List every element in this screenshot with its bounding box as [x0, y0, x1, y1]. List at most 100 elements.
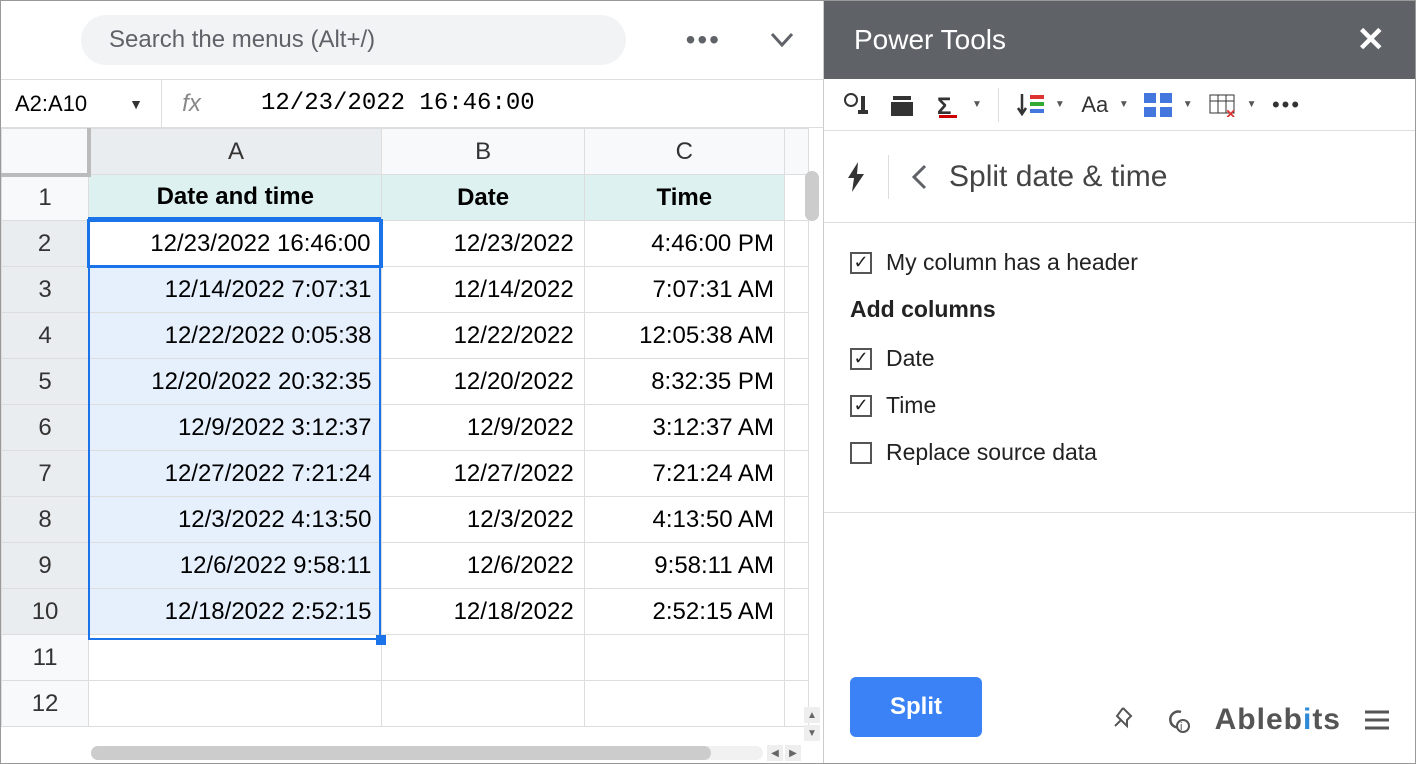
cell[interactable] — [784, 635, 808, 681]
clear-tool-icon[interactable]: × — [1203, 86, 1243, 124]
header-checkbox-row[interactable]: My column has a header — [850, 249, 1389, 276]
cell[interactable]: 12/27/2022 — [382, 451, 584, 497]
cell[interactable] — [784, 543, 808, 589]
cell[interactable] — [784, 405, 808, 451]
cell[interactable]: 2:52:15 AM — [584, 589, 784, 635]
col-header-d[interactable] — [784, 129, 808, 175]
pin-icon[interactable] — [1113, 706, 1137, 734]
cell[interactable]: 4:13:50 AM — [584, 497, 784, 543]
caret-down-icon[interactable]: ▼ — [1119, 99, 1129, 110]
vertical-scrollbar-thumb[interactable] — [805, 171, 819, 221]
col-header-c[interactable]: C — [584, 129, 784, 175]
cell[interactable] — [784, 451, 808, 497]
row-header[interactable]: 6 — [2, 405, 89, 451]
checkbox-icon[interactable] — [850, 395, 872, 417]
row-header[interactable]: 2 — [2, 221, 89, 267]
cell[interactable]: 12/27/2022 7:21:24 — [89, 451, 382, 497]
cell[interactable] — [784, 221, 808, 267]
menu-search-input[interactable]: Search the menus (Alt+/) — [81, 15, 626, 65]
cell[interactable] — [89, 681, 382, 727]
cell[interactable]: Time — [584, 175, 784, 221]
cell[interactable] — [382, 681, 584, 727]
spreadsheet-grid[interactable]: A B C 1 Date and time Date Time 212/23/2… — [1, 128, 809, 727]
more-icon[interactable]: ••• — [686, 24, 721, 56]
text-tool-icon[interactable]: Aa — [1075, 86, 1115, 124]
scroll-left-icon[interactable]: ◀ — [767, 745, 783, 761]
close-icon[interactable]: ✕ — [1357, 20, 1386, 60]
select-all-corner[interactable] — [2, 129, 89, 175]
caret-down-icon[interactable]: ▼ — [1247, 99, 1257, 110]
sort-tool-icon[interactable] — [1011, 86, 1051, 124]
cell[interactable]: 12/9/2022 — [382, 405, 584, 451]
col-header-b[interactable]: B — [382, 129, 584, 175]
split-button[interactable]: Split — [850, 677, 982, 737]
row-header[interactable]: 3 — [2, 267, 89, 313]
bolt-icon[interactable] — [846, 162, 866, 192]
col-header-a[interactable]: A — [89, 129, 382, 175]
row-header[interactable]: 8 — [2, 497, 89, 543]
name-box[interactable]: A2:A10 ▼ — [1, 80, 161, 127]
dedupe-tool-icon[interactable] — [836, 86, 876, 124]
cell[interactable] — [784, 267, 808, 313]
replace-checkbox-row[interactable]: Replace source data — [850, 439, 1389, 466]
merge-tool-icon[interactable] — [882, 86, 922, 124]
cell[interactable]: 12/6/2022 9:58:11 — [89, 543, 382, 589]
cell[interactable] — [784, 589, 808, 635]
horizontal-scrollbar-thumb[interactable] — [91, 746, 711, 760]
cell[interactable]: Date and time — [89, 175, 382, 221]
cell[interactable]: 12/9/2022 3:12:37 — [89, 405, 382, 451]
checkbox-icon[interactable] — [850, 442, 872, 464]
cell[interactable]: 4:46:00 PM — [584, 221, 784, 267]
cell[interactable] — [382, 635, 584, 681]
cell[interactable]: 12/23/2022 16:46:00 — [89, 221, 382, 267]
help-icon[interactable]: i — [1161, 706, 1191, 734]
cell[interactable] — [89, 635, 382, 681]
cell[interactable]: 12/22/2022 — [382, 313, 584, 359]
more-tools-icon[interactable]: ••• — [1267, 86, 1307, 124]
row-header[interactable]: 11 — [2, 635, 89, 681]
caret-down-icon[interactable]: ▼ — [972, 99, 982, 110]
scroll-up-icon[interactable]: ▲ — [804, 707, 820, 723]
cell[interactable]: 7:21:24 AM — [584, 451, 784, 497]
cell[interactable]: 7:07:31 AM — [584, 267, 784, 313]
split-tool-icon[interactable] — [1139, 86, 1179, 124]
caret-down-icon[interactable]: ▼ — [1183, 99, 1193, 110]
checkbox-icon[interactable] — [850, 252, 872, 274]
name-box-dropdown-icon[interactable]: ▼ — [129, 96, 143, 112]
cell[interactable]: 12/3/2022 — [382, 497, 584, 543]
cell[interactable]: 8:32:35 PM — [584, 359, 784, 405]
back-arrow-icon[interactable] — [911, 164, 927, 190]
brand-logo[interactable]: Ablebits — [1215, 703, 1341, 737]
row-header[interactable]: 1 — [2, 175, 89, 221]
cell[interactable]: 3:12:37 AM — [584, 405, 784, 451]
cell[interactable]: 12/3/2022 4:13:50 — [89, 497, 382, 543]
cell[interactable] — [584, 681, 784, 727]
cell[interactable]: 12:05:38 AM — [584, 313, 784, 359]
cell[interactable]: 12/14/2022 7:07:31 — [89, 267, 382, 313]
scroll-right-icon[interactable]: ▶ — [785, 745, 801, 761]
row-header[interactable]: 7 — [2, 451, 89, 497]
checkbox-icon[interactable] — [850, 348, 872, 370]
scroll-down-icon[interactable]: ▼ — [804, 725, 820, 741]
caret-down-icon[interactable]: ▼ — [1055, 99, 1065, 110]
cell[interactable] — [784, 497, 808, 543]
cell[interactable]: 12/18/2022 — [382, 589, 584, 635]
formula-input[interactable]: 12/23/2022 16:46:00 — [221, 90, 823, 117]
cell[interactable]: 12/23/2022 — [382, 221, 584, 267]
cell[interactable]: 12/20/2022 — [382, 359, 584, 405]
row-header[interactable]: 5 — [2, 359, 89, 405]
cell[interactable]: 9:58:11 AM — [584, 543, 784, 589]
horizontal-scrollbar-track[interactable] — [91, 746, 763, 760]
cell[interactable]: 12/18/2022 2:52:15 — [89, 589, 382, 635]
cell[interactable] — [584, 635, 784, 681]
cell[interactable] — [784, 359, 808, 405]
cell[interactable]: 12/20/2022 20:32:35 — [89, 359, 382, 405]
row-header[interactable]: 4 — [2, 313, 89, 359]
cell[interactable] — [784, 313, 808, 359]
time-checkbox-row[interactable]: Time — [850, 392, 1389, 419]
cell[interactable]: 12/22/2022 0:05:38 — [89, 313, 382, 359]
row-header[interactable]: 10 — [2, 589, 89, 635]
cell[interactable]: 12/6/2022 — [382, 543, 584, 589]
cell[interactable]: 12/14/2022 — [382, 267, 584, 313]
selection-handle[interactable] — [376, 635, 386, 645]
